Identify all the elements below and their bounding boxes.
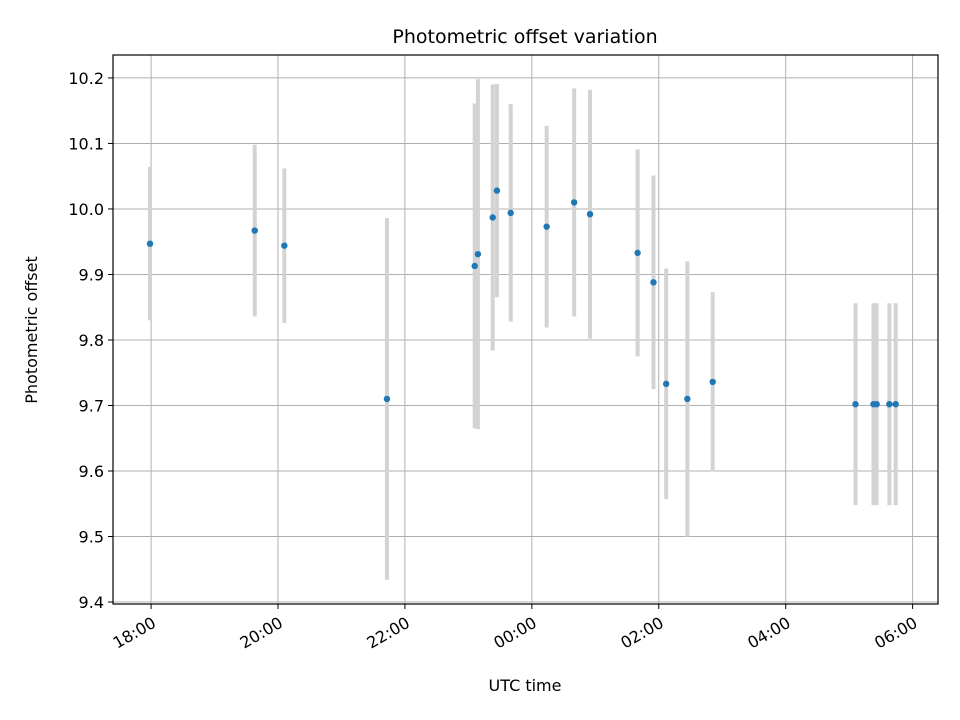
- y-tick-label: 9.8: [79, 331, 104, 350]
- y-axis-label: Photometric offset: [22, 256, 41, 404]
- y-tick-label: 9.6: [79, 462, 104, 481]
- grid: [113, 55, 938, 604]
- y-tick-label: 9.4: [79, 593, 104, 612]
- data-point: [586, 210, 594, 218]
- y-tick-label: 10.1: [68, 134, 104, 153]
- data-point: [383, 395, 391, 403]
- data-points: [146, 187, 899, 408]
- data-point: [684, 395, 691, 403]
- data-point: [852, 400, 859, 408]
- data-point: [650, 279, 657, 286]
- data-point: [489, 214, 496, 221]
- y-tick-label: 9.7: [79, 396, 104, 415]
- data-point: [570, 199, 578, 206]
- data-point: [251, 227, 258, 234]
- data-point: [471, 262, 478, 270]
- data-point: [892, 400, 899, 408]
- plot-frame: [112, 54, 939, 605]
- y-tick-label: 9.5: [79, 528, 104, 547]
- data-point: [146, 240, 154, 247]
- y-axis-ticks: 9.4 9.5 9.6 9.7 9.8 9.9 10.0 10.1 10.2: [68, 69, 113, 612]
- y-tick-label: 9.9: [79, 265, 104, 284]
- data-point: [709, 378, 716, 386]
- data-point: [493, 187, 501, 194]
- data-point: [281, 242, 288, 249]
- data-point: [886, 400, 893, 408]
- data-point: [507, 209, 514, 217]
- x-axis-label: UTC time: [489, 676, 562, 695]
- data-point: [873, 400, 880, 408]
- data-point: [662, 380, 670, 388]
- y-tick-label: 10.0: [68, 200, 104, 219]
- chart-title: Photometric offset variation: [392, 26, 657, 48]
- data-point: [543, 223, 550, 230]
- y-tick-label: 10.2: [68, 69, 104, 88]
- data-point: [474, 250, 482, 258]
- data-point: [634, 249, 641, 257]
